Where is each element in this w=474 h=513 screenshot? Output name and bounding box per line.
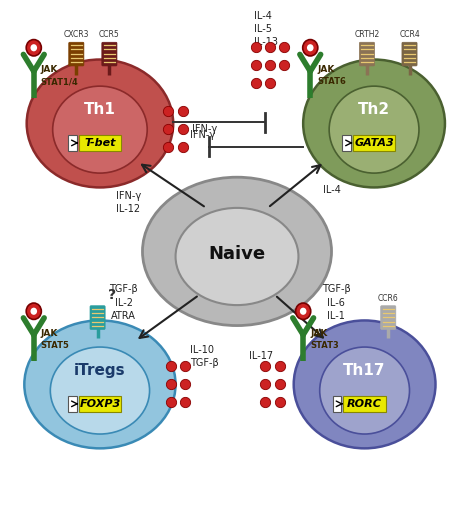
Text: STAT6: STAT6: [318, 77, 346, 86]
Text: CCR5: CCR5: [99, 30, 120, 39]
Text: IFN-γ: IFN-γ: [192, 124, 218, 133]
Point: [281, 61, 288, 69]
Text: Th2: Th2: [358, 102, 390, 116]
Circle shape: [303, 40, 318, 56]
Ellipse shape: [27, 60, 173, 187]
Point: [181, 380, 189, 388]
Text: JAK: JAK: [41, 329, 58, 338]
Ellipse shape: [303, 60, 445, 187]
FancyBboxPatch shape: [342, 135, 351, 151]
Point: [276, 380, 283, 388]
Text: FOXP3: FOXP3: [79, 399, 120, 409]
FancyBboxPatch shape: [68, 396, 77, 412]
Text: CRTH2: CRTH2: [355, 30, 380, 39]
Point: [179, 107, 186, 115]
Text: TGF-β
IL-2
ATRA: TGF-β IL-2 ATRA: [109, 284, 138, 321]
Text: ?: ?: [108, 288, 116, 302]
Ellipse shape: [24, 321, 175, 448]
Ellipse shape: [50, 347, 150, 434]
Point: [179, 143, 186, 151]
Text: IL-4: IL-4: [323, 185, 340, 195]
Text: JAK: JAK: [310, 329, 328, 338]
Text: GATA3: GATA3: [354, 138, 394, 148]
Point: [276, 398, 283, 406]
Text: JAK: JAK: [318, 65, 335, 74]
FancyBboxPatch shape: [333, 396, 341, 412]
Text: Th1: Th1: [84, 102, 116, 116]
Text: CCR6: CCR6: [378, 293, 399, 303]
FancyBboxPatch shape: [79, 135, 121, 151]
Point: [281, 43, 288, 51]
Circle shape: [26, 303, 41, 320]
FancyBboxPatch shape: [69, 42, 84, 66]
Text: T-bet: T-bet: [84, 138, 116, 148]
Point: [252, 43, 260, 51]
Point: [181, 362, 189, 370]
Point: [167, 362, 174, 370]
Text: STAT5: STAT5: [41, 341, 70, 349]
Circle shape: [30, 44, 37, 51]
Point: [167, 380, 174, 388]
Text: IL-10
TGF-β: IL-10 TGF-β: [190, 345, 219, 368]
FancyBboxPatch shape: [79, 396, 121, 412]
Point: [164, 143, 172, 151]
Point: [266, 43, 274, 51]
Text: CXCR3: CXCR3: [64, 30, 89, 39]
Point: [252, 78, 260, 87]
Point: [167, 398, 174, 406]
Circle shape: [26, 40, 41, 56]
Point: [262, 380, 269, 388]
FancyBboxPatch shape: [353, 135, 395, 151]
Point: [252, 61, 260, 69]
FancyBboxPatch shape: [402, 42, 417, 66]
Text: IL-17: IL-17: [249, 351, 273, 361]
Text: RORC: RORC: [347, 399, 382, 409]
Point: [266, 61, 274, 69]
Ellipse shape: [319, 347, 410, 434]
Point: [266, 78, 274, 87]
Ellipse shape: [53, 86, 147, 173]
FancyBboxPatch shape: [359, 42, 374, 66]
Point: [262, 362, 269, 370]
FancyBboxPatch shape: [102, 42, 117, 66]
Point: [276, 362, 283, 370]
Circle shape: [300, 308, 307, 315]
Ellipse shape: [329, 86, 419, 173]
Text: iTregs: iTregs: [74, 363, 126, 378]
FancyBboxPatch shape: [343, 396, 386, 412]
FancyBboxPatch shape: [90, 306, 105, 329]
Text: CCR4: CCR4: [399, 30, 420, 39]
Point: [164, 107, 172, 115]
Point: [164, 125, 172, 133]
Text: IL-4
IL-5
IL-13: IL-4 IL-5 IL-13: [254, 11, 278, 47]
Ellipse shape: [294, 321, 436, 448]
Text: JAK: JAK: [41, 65, 58, 74]
Circle shape: [307, 44, 314, 51]
FancyBboxPatch shape: [381, 306, 396, 329]
Text: Th17: Th17: [343, 363, 386, 378]
Text: STAT1/4: STAT1/4: [41, 77, 79, 86]
Point: [262, 398, 269, 406]
Text: IFN-γ
IL-12: IFN-γ IL-12: [116, 191, 141, 214]
Ellipse shape: [143, 177, 331, 326]
Text: IFN-γ: IFN-γ: [190, 130, 215, 140]
Point: [181, 398, 189, 406]
Ellipse shape: [175, 208, 299, 305]
FancyBboxPatch shape: [68, 135, 77, 151]
Text: TGF-β
IL-6
IL-1: TGF-β IL-6 IL-1: [322, 284, 351, 321]
Text: Naive: Naive: [209, 245, 265, 263]
Point: [179, 125, 186, 133]
Circle shape: [296, 303, 311, 320]
Text: STAT3: STAT3: [310, 341, 339, 349]
Circle shape: [30, 308, 37, 315]
